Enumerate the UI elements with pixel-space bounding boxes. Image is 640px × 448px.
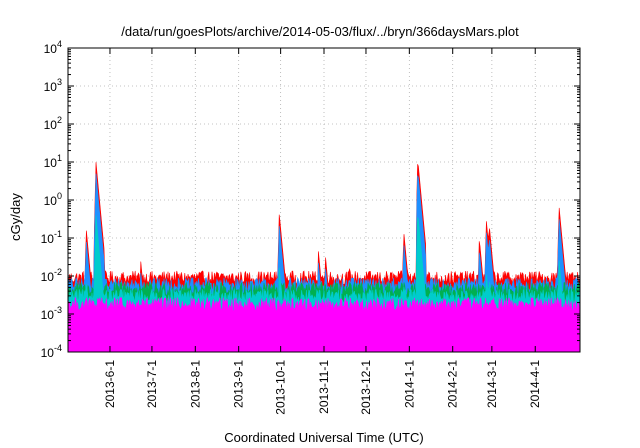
- x-tick-label: 2014-1-1: [402, 360, 416, 408]
- x-axis: 2013-6-1 2013-7-1 2013-8-1 2013-9-1 2013-10-…: [103, 48, 542, 415]
- y-axis-label: cGy/day: [8, 193, 23, 241]
- x-tick-label: 2014-2-1: [446, 360, 460, 408]
- y-tick-label: 10-3: [41, 305, 62, 322]
- y-tick-label: 100: [44, 191, 62, 208]
- x-tick-label: 2013-10-1: [274, 360, 288, 415]
- x-tick-label: 2014-3-1: [485, 360, 499, 408]
- x-axis-label: Coordinated Universal Time (UTC): [224, 430, 423, 445]
- y-tick-label: 102: [44, 115, 62, 132]
- y-tick-label: 10-1: [41, 229, 62, 246]
- x-tick-label: 2013-11-1: [317, 360, 331, 414]
- y-tick-label: 104: [44, 39, 62, 56]
- y-tick-label: 103: [44, 77, 62, 94]
- x-tick-label: 2013-7-1: [145, 360, 159, 408]
- x-tick-label: 2013-12-1: [359, 360, 373, 415]
- series-area-4: [67, 296, 581, 353]
- y-tick-label: 101: [44, 153, 62, 170]
- x-tick-label: 2013-8-1: [188, 360, 202, 408]
- y-axis: 10-4 10-3 10-2 10-1 100 101 102 103 104: [41, 39, 580, 360]
- y-tick-label: 10-2: [41, 267, 62, 284]
- series-layer: [67, 162, 581, 353]
- x-tick-label: 2013-9-1: [232, 360, 246, 408]
- x-tick-label: 2014-4-1: [528, 360, 542, 408]
- y-tick-label: 10-4: [41, 343, 62, 360]
- chart-title: /data/run/goesPlots/archive/2014-05-03/f…: [121, 24, 519, 39]
- x-tick-label: 2013-6-1: [103, 360, 117, 408]
